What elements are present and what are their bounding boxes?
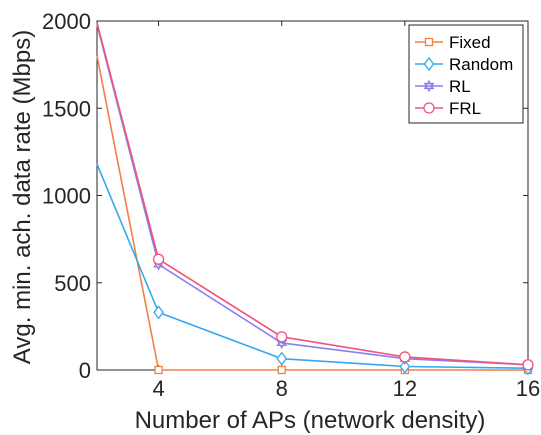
x-tick-label: 12 <box>393 376 417 401</box>
legend-label-random: Random <box>449 55 513 74</box>
y-tick-label: 2000 <box>42 9 91 34</box>
axes: 0 500 1000 1500 2000 4 8 12 16 <box>42 9 540 401</box>
data-point-random <box>276 351 288 366</box>
series-frl <box>96 22 534 371</box>
y-tick-label: 1000 <box>42 184 91 209</box>
x-tick-label: 8 <box>276 376 288 401</box>
legend-marker-fixed <box>424 37 434 47</box>
series-layer <box>96 22 534 376</box>
data-point-frl <box>152 253 165 265</box>
legend-marker-rl <box>423 79 435 93</box>
legend-item-rl: RL <box>415 77 471 96</box>
y-tick-label: 500 <box>54 271 91 296</box>
legend: Fixed Random RL FRL <box>408 24 524 124</box>
series-line-rl <box>96 24 529 366</box>
legend-item-fixed: Fixed <box>415 33 491 52</box>
data-point-frl <box>276 331 288 343</box>
legend-label-rl: RL <box>449 77 471 96</box>
legend-label-fixed: Fixed <box>449 33 491 52</box>
x-axis-label: Number of APs (network density) <box>135 407 486 434</box>
legend-item-random: Random <box>415 55 513 74</box>
legend-marker-frl <box>423 102 435 114</box>
y-tick-label: 0 <box>79 358 91 383</box>
y-tick-label: 1500 <box>42 96 91 121</box>
legend-marker-random <box>423 56 435 72</box>
y-axis-label: Avg. min. ach. data rate (Mbps) <box>9 30 36 364</box>
data-point-random <box>153 305 164 320</box>
data-point-fixed <box>277 365 286 375</box>
data-point-frl <box>522 359 534 371</box>
legend-item-frl: FRL <box>415 99 481 118</box>
legend-label-frl: FRL <box>449 99 481 118</box>
x-tick-label: 4 <box>152 376 164 401</box>
data-point-random <box>399 359 411 374</box>
data-point-fixed <box>154 365 163 375</box>
x-tick-label: 16 <box>516 376 540 401</box>
data-point-frl <box>399 351 411 363</box>
